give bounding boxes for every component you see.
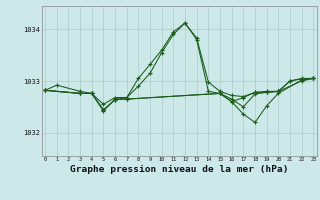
- X-axis label: Graphe pression niveau de la mer (hPa): Graphe pression niveau de la mer (hPa): [70, 165, 288, 174]
